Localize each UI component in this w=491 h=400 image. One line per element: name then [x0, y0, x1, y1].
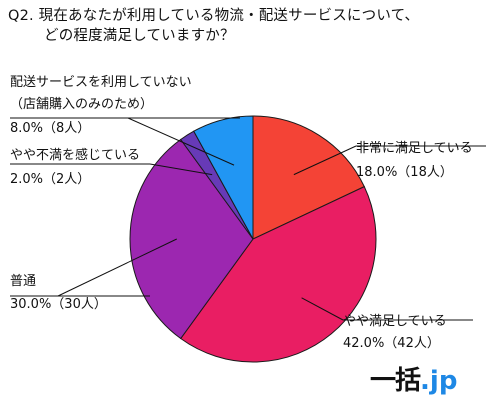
- leader-line: [149, 163, 213, 176]
- slice-category-label: （店舗購入のみのため）: [10, 97, 153, 112]
- leader-line: [57, 238, 177, 297]
- slice-category-label: やや満足している: [343, 314, 447, 329]
- slice-category-label: やや不満を感じている: [10, 147, 140, 163]
- slice-category-label: 普通: [10, 274, 36, 289]
- slice-category-label: 非常に満足している: [356, 141, 473, 156]
- chart-title: Q2. 現在あなたが利用している物流・配送サービスについて、 どの程度満足してい…: [8, 6, 483, 46]
- slice-category-label: 配送サービスを利用していない: [10, 75, 192, 90]
- pie-slice: [252, 115, 365, 240]
- leader-line: [293, 145, 357, 176]
- slice-value-label: 42.0%（42人）: [343, 336, 440, 351]
- pie-slices: [129, 115, 377, 363]
- slice-value-label: 8.0%（8人）: [10, 121, 90, 136]
- chart-title-line1: Q2. 現在あなたが利用している物流・配送サービスについて、: [8, 8, 420, 24]
- slice-labels: 非常に満足している 18.0%（18人） やや満足している 42.0%（42人） 普通 3…: [10, 75, 473, 351]
- leader-line: [301, 297, 344, 321]
- slice-value-label: 2.0%（2人）: [10, 172, 90, 187]
- chart-title-line2: どの程度満足していますか？: [44, 28, 235, 44]
- pie-slice: [193, 115, 254, 240]
- ikkatsu-logo: 一括 . jp: [370, 360, 458, 396]
- pie-slice: [180, 185, 377, 363]
- logo-tld: jp: [429, 366, 458, 396]
- slice-value-label: 30.0%（30人）: [10, 297, 107, 312]
- slice-value-label: 18.0%（18人）: [356, 165, 453, 180]
- leader-line: [127, 117, 235, 166]
- logo-text: 一括: [370, 366, 421, 396]
- leader-lines: [10, 117, 486, 321]
- pie-slice: [129, 138, 254, 340]
- logo-dot: .: [420, 366, 430, 396]
